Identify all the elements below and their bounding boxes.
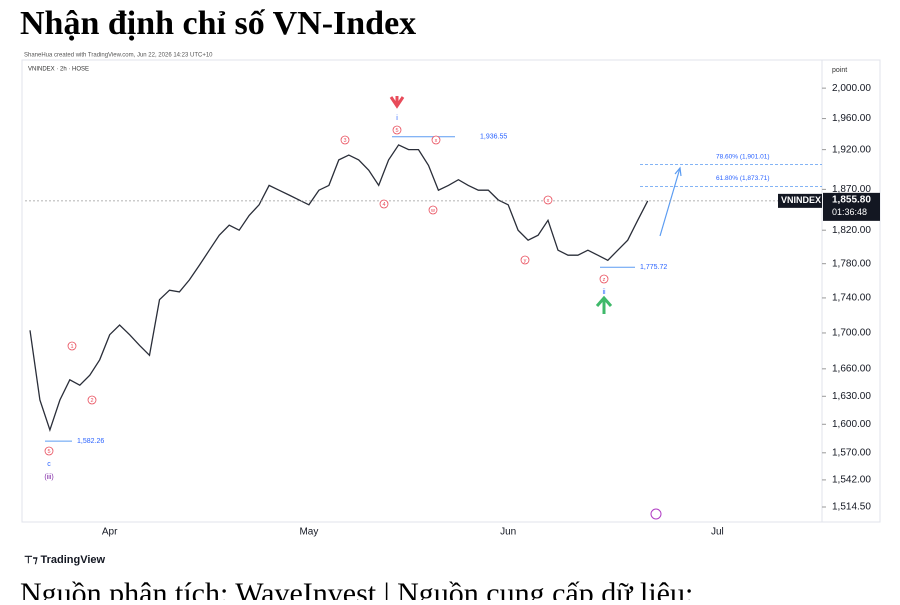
y-tick-label: 1,870.00 — [832, 184, 871, 195]
fib-label: 78.60% (1,901.01) — [716, 153, 769, 160]
symbol-tag: VNINDEX — [781, 195, 821, 205]
wave-circle — [428, 205, 438, 215]
wave-circle — [379, 199, 389, 209]
y-tick-label: 1,820.00 — [832, 225, 871, 236]
wave-circle — [392, 125, 402, 135]
y-tick-label: 1,630.00 — [832, 391, 871, 402]
symbol-tag-bg — [778, 193, 822, 208]
y-tick-label: 1,740.00 — [832, 293, 871, 304]
logo-text: TradingView — [40, 554, 105, 566]
y-tick-label: 1,600.00 — [832, 419, 871, 430]
projection-arrow — [659, 167, 681, 237]
y-tick-label: 1,700.00 — [832, 328, 871, 339]
y-tick-label: 1,660.00 — [832, 363, 871, 374]
wave-circle — [87, 395, 97, 405]
level-label: 1,775.72 — [640, 264, 667, 271]
wave-circle — [340, 135, 350, 145]
caption: Nguồn phân tích: WaveInvest | Nguồn cung… — [20, 577, 693, 600]
y-tick-label: 1,514.50 — [832, 502, 871, 513]
price-tag: 1,855.80 — [832, 195, 871, 206]
price-tag-bg — [823, 192, 880, 221]
wave-label: 1 — [70, 344, 73, 350]
y-tick-label: 1,542.00 — [832, 475, 871, 486]
down-arrow — [389, 96, 405, 109]
wave-label: x — [547, 198, 550, 204]
degree-label: c — [47, 461, 51, 468]
y-tick-label: 1,570.00 — [832, 447, 871, 458]
wave-circle — [520, 255, 530, 265]
y-tick-label: 1,960.00 — [832, 113, 871, 124]
level-label: 1,936.55 — [480, 134, 507, 141]
wave-label: 4 — [382, 202, 385, 208]
y-tick-label: 1,780.00 — [832, 258, 871, 269]
fib-label: 61.80% (1,873.71) — [716, 175, 769, 182]
x-tick-label: Jul — [711, 527, 724, 538]
wave-circle — [431, 135, 441, 145]
wave-label: 5 — [395, 128, 398, 134]
wave-label: 3 — [343, 138, 346, 144]
countdown: 01:36:48 — [832, 207, 867, 217]
up-arrow — [595, 295, 613, 314]
wave-label: z — [603, 277, 606, 283]
chart-frame — [21, 59, 881, 523]
wave-label: y — [524, 258, 527, 264]
credit: ShaneHua created with TradingView.com, J… — [24, 53, 213, 59]
y-tick-label: 1,920.00 — [832, 144, 871, 155]
price-line — [29, 144, 649, 432]
x-tick-label: May — [299, 527, 318, 538]
projection-arrowhead — [674, 166, 682, 177]
wave-circle — [599, 274, 609, 284]
wave-label: x — [435, 138, 438, 144]
wave-label: 5 — [47, 449, 50, 455]
level-label: 1,582.26 — [77, 438, 104, 445]
degree-label: i — [396, 115, 398, 122]
page-title: Nhận định chỉ số VN-Index — [20, 5, 416, 42]
x-tick-label: Jun — [500, 527, 516, 538]
degree-label: (iii) — [44, 474, 53, 481]
degree-label: ii — [602, 289, 606, 296]
wave-label: w — [430, 208, 435, 214]
y-tick-label: 2,000.00 — [832, 83, 871, 94]
wave-label: 2 — [90, 398, 93, 404]
wave-circle — [543, 195, 553, 205]
symbol-header: VNINDEX · 2h · HOSE — [28, 67, 89, 73]
x-tick-label: Apr — [102, 527, 118, 538]
axis-unit: point — [832, 67, 847, 74]
wave-circle — [44, 446, 54, 456]
wave-circle — [67, 341, 77, 351]
logo: ⊤⁊ TradingView — [24, 554, 106, 566]
event-icon — [650, 508, 662, 520]
